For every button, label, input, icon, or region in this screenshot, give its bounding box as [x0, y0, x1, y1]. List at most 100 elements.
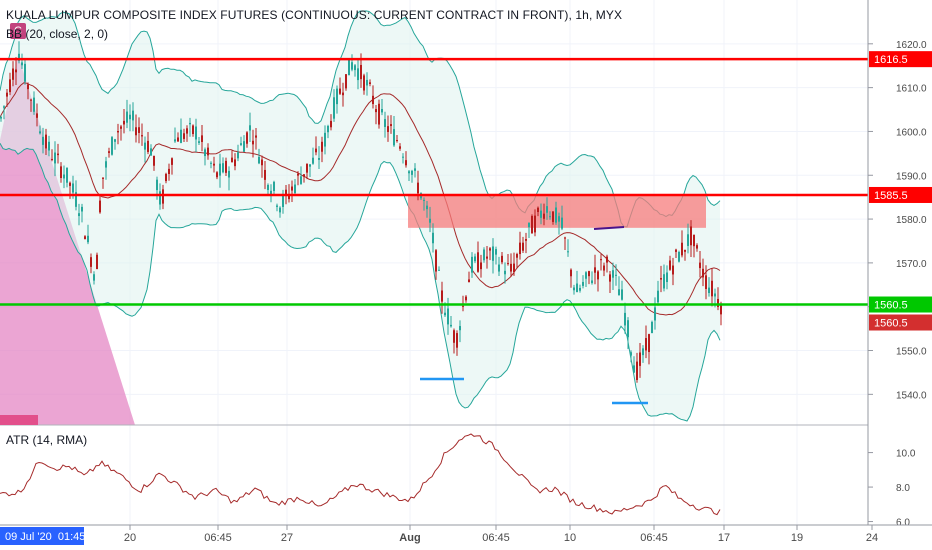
price-tick-label: 1550.0: [896, 347, 927, 358]
candle-body: [240, 143, 242, 145]
candle-body: [9, 79, 11, 93]
candle-body: [372, 95, 374, 105]
candle-body: [477, 252, 479, 272]
candle-body: [444, 312, 446, 316]
candle-body: [216, 172, 218, 178]
candle-body: [18, 53, 20, 61]
candle-body: [399, 146, 401, 149]
candle-body: [612, 270, 614, 278]
candle-body: [618, 289, 620, 296]
candle-body: [243, 141, 245, 152]
candle-body: [210, 162, 212, 164]
candle-body: [231, 157, 233, 163]
candle-body: [684, 249, 686, 252]
candle-body: [597, 271, 599, 280]
horizontal-levels[interactable]: [0, 57, 868, 306]
candle-body: [525, 239, 527, 241]
candle-body: [369, 82, 371, 84]
price-axis-bg[interactable]: [868, 0, 932, 525]
candle-body: [447, 308, 449, 325]
candle-body: [261, 159, 263, 166]
candle-body: [132, 110, 134, 121]
candle-body: [276, 205, 278, 207]
time-tick-label: 10: [564, 532, 576, 544]
candle-body: [39, 131, 41, 134]
candle-body: [555, 207, 557, 223]
candle-body: [105, 161, 107, 168]
candle-body: [234, 159, 236, 167]
candle-body: [621, 289, 623, 300]
candle-body: [87, 235, 89, 243]
candle-body: [522, 242, 524, 251]
candle-body: [603, 265, 605, 271]
bb-indicator-label[interactable]: BB (20, close, 2, 0): [6, 27, 109, 41]
candle-body: [138, 127, 140, 133]
candle-body: [696, 245, 698, 249]
candle-body: [585, 272, 587, 279]
candle-body: [480, 262, 482, 270]
candle-body: [291, 186, 293, 191]
candle-body: [699, 262, 701, 269]
time-tick-label: 24: [866, 532, 878, 544]
candle-body: [342, 92, 344, 96]
candle-body: [309, 164, 311, 167]
time-tick-label: 20: [124, 532, 136, 544]
candle-body: [288, 194, 290, 200]
candle-body: [642, 348, 644, 356]
candle-body: [195, 126, 197, 140]
time-tick-label: 06:45: [204, 532, 232, 544]
candle-body: [357, 68, 359, 81]
level-label-bg: [869, 186, 932, 203]
price-tick-label: 1540.0: [896, 390, 927, 401]
level-labels: 1616.5 1585.5 1560.5 1560.5: [869, 51, 932, 331]
candle-body: [159, 191, 161, 205]
candle-body: [366, 79, 368, 86]
atr-indicator-label[interactable]: ATR (14, RMA): [6, 433, 88, 447]
candle-body: [717, 298, 719, 307]
last-price-label-text: 1560.5: [874, 318, 908, 330]
candle-body: [408, 171, 410, 174]
midline-marker: [593, 226, 625, 230]
atr-axis[interactable]: 6.0 8.0 10.0: [868, 449, 916, 529]
candle-body: [144, 142, 146, 150]
candle-body: [75, 192, 77, 207]
candle-body: [345, 74, 347, 89]
price-tick-label: 1610.0: [896, 84, 927, 95]
time-tick-label: 19: [791, 532, 803, 544]
candle-body: [270, 190, 272, 196]
candle-body: [648, 334, 650, 353]
candle-body: [381, 109, 383, 113]
candle-body: [42, 136, 44, 145]
candle-body: [153, 155, 155, 166]
level-label-bg: [869, 296, 932, 313]
time-axis[interactable]: 20 06:45 27 Aug 06:45 10 06:45 17 19 24: [124, 525, 878, 544]
candle-body: [162, 189, 164, 204]
symbol-badge[interactable]: C: [10, 23, 26, 39]
triangle-label-bg: [0, 415, 38, 425]
candle-body: [474, 256, 476, 262]
candle-body: [171, 158, 173, 165]
candle-body: [441, 290, 443, 302]
candle-body: [90, 257, 92, 267]
candle-body: [576, 283, 578, 293]
candle-body: [588, 271, 590, 277]
candle-body: [675, 249, 677, 252]
level-label-bg: [869, 51, 932, 68]
candle-body: [471, 256, 473, 273]
candle-body: [24, 63, 26, 82]
candle-body: [606, 256, 608, 263]
price-tick-label: 1590.0: [896, 171, 927, 182]
candle-body: [333, 97, 335, 119]
candle-body: [222, 163, 224, 173]
candle-body: [429, 218, 431, 223]
candle-body: [111, 137, 113, 155]
candle-body: [0, 116, 2, 119]
candle-body: [579, 287, 581, 291]
candle-body: [387, 126, 389, 132]
candle-body: [69, 182, 71, 186]
candle-body: [225, 160, 227, 173]
candle-body: [156, 179, 158, 191]
candle-body: [141, 135, 143, 137]
candle-body: [126, 111, 128, 123]
